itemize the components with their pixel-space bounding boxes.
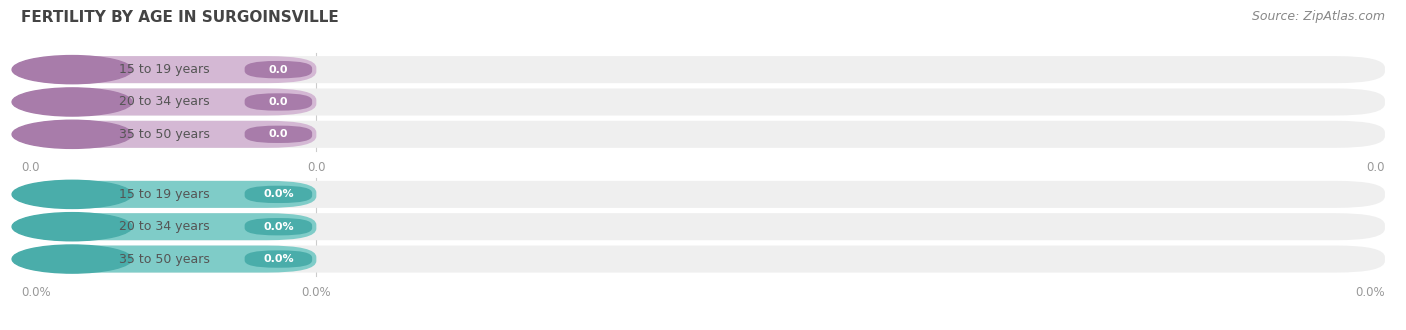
Text: 35 to 50 years: 35 to 50 years [120,252,209,266]
FancyBboxPatch shape [245,250,312,268]
Text: 20 to 34 years: 20 to 34 years [120,95,209,109]
FancyBboxPatch shape [245,218,312,235]
FancyBboxPatch shape [21,246,1385,273]
Circle shape [13,180,132,209]
Text: 0.0: 0.0 [21,161,39,174]
Text: 0.0: 0.0 [269,129,288,139]
FancyBboxPatch shape [21,121,1385,148]
Text: 0.0%: 0.0% [301,286,332,299]
Circle shape [13,245,132,273]
FancyBboxPatch shape [245,61,312,78]
FancyBboxPatch shape [21,88,316,116]
Text: 0.0%: 0.0% [1355,286,1385,299]
Text: FERTILITY BY AGE IN SURGOINSVILLE: FERTILITY BY AGE IN SURGOINSVILLE [21,10,339,25]
Circle shape [13,88,132,116]
Text: 0.0%: 0.0% [263,189,294,199]
Text: 0.0%: 0.0% [263,254,294,264]
Text: 0.0%: 0.0% [263,222,294,232]
FancyBboxPatch shape [21,213,316,240]
Text: 0.0: 0.0 [307,161,326,174]
FancyBboxPatch shape [21,181,316,208]
Text: 0.0%: 0.0% [21,286,51,299]
Circle shape [13,55,132,84]
Circle shape [13,213,132,241]
FancyBboxPatch shape [21,246,316,273]
FancyBboxPatch shape [21,56,316,83]
Text: 15 to 19 years: 15 to 19 years [120,188,209,201]
FancyBboxPatch shape [21,56,1385,83]
FancyBboxPatch shape [21,213,1385,240]
FancyBboxPatch shape [21,121,316,148]
Text: 0.0: 0.0 [269,97,288,107]
FancyBboxPatch shape [21,88,1385,116]
FancyBboxPatch shape [245,186,312,203]
Text: 35 to 50 years: 35 to 50 years [120,128,209,141]
Text: 20 to 34 years: 20 to 34 years [120,220,209,233]
FancyBboxPatch shape [21,181,1385,208]
FancyBboxPatch shape [245,93,312,111]
Text: 15 to 19 years: 15 to 19 years [120,63,209,76]
Circle shape [13,120,132,148]
Text: Source: ZipAtlas.com: Source: ZipAtlas.com [1251,10,1385,23]
Text: 0.0: 0.0 [269,65,288,75]
FancyBboxPatch shape [245,126,312,143]
Text: 0.0: 0.0 [1367,161,1385,174]
